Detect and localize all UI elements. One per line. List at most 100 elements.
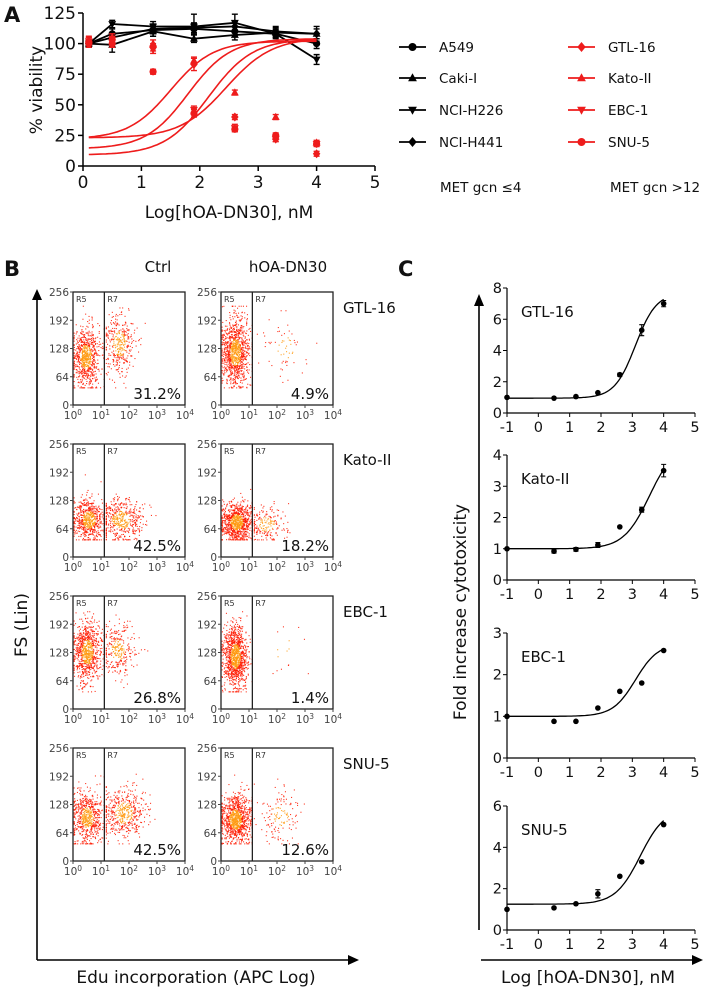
event-dot (228, 356, 230, 358)
event-dot (73, 641, 75, 643)
data-point (108, 40, 116, 48)
event-dot (238, 370, 240, 372)
event-dot (86, 657, 88, 659)
event-dot (86, 383, 88, 385)
event-dot (85, 353, 87, 355)
event-dot (232, 531, 234, 533)
event-dot (92, 345, 94, 347)
event-dot (226, 523, 228, 525)
event-dot (91, 387, 93, 389)
event-dot (73, 332, 75, 334)
event-dot (234, 533, 236, 535)
event-dot (98, 644, 100, 646)
event-dot (239, 527, 241, 529)
event-dot (75, 539, 77, 541)
event-dot (250, 505, 252, 507)
event-dot (224, 527, 226, 529)
event-dot (111, 520, 113, 522)
event-dot (246, 521, 248, 523)
event-dot (85, 512, 87, 514)
event-dot (112, 327, 114, 329)
event-dot (236, 350, 238, 352)
event-dot (233, 366, 235, 368)
event-dot (221, 330, 223, 332)
event-dot (231, 527, 233, 529)
event-dot (236, 365, 238, 367)
event-dot (85, 342, 87, 344)
event-dot (243, 519, 245, 521)
event-dot (108, 523, 110, 525)
event-dot (87, 349, 89, 351)
event-dot (256, 531, 258, 533)
event-dot (78, 372, 80, 374)
event-dot (107, 336, 109, 338)
event-dot (105, 373, 107, 375)
event-dot (225, 348, 227, 350)
event-dot (243, 533, 245, 535)
event-dot (123, 331, 125, 333)
event-dot (117, 524, 119, 526)
event-dot (89, 341, 91, 343)
event-dot (101, 354, 103, 356)
event-dot (241, 508, 243, 510)
event-dot (243, 341, 245, 343)
event-dot (124, 653, 126, 655)
event-dot (123, 358, 125, 360)
event-dot (238, 510, 240, 512)
event-dot (243, 528, 245, 530)
event-dot (87, 357, 89, 359)
x-tick-exponent: 1 (253, 408, 258, 417)
event-dot (91, 361, 93, 363)
event-dot (228, 351, 230, 353)
event-dot (77, 340, 79, 342)
event-dot (283, 523, 285, 525)
event-dot (80, 373, 82, 375)
event-dot (229, 524, 231, 526)
event-dot (221, 517, 223, 519)
event-dot (119, 536, 121, 538)
event-dot (83, 671, 85, 673)
event-dot (232, 316, 234, 318)
event-dot (236, 357, 238, 359)
event-dot (82, 342, 84, 344)
cell-line-label: Kato-II (343, 451, 391, 469)
event-dot (244, 368, 246, 370)
event-dot (89, 358, 91, 360)
event-dot (141, 529, 143, 531)
event-dot (248, 338, 250, 340)
event-dot (76, 644, 78, 646)
event-dot (284, 537, 286, 539)
event-dot (225, 320, 227, 322)
event-dot (231, 501, 233, 503)
event-dot (115, 493, 117, 495)
event-dot (235, 332, 237, 334)
event-dot (93, 360, 95, 362)
event-dot (136, 530, 138, 532)
event-dot (123, 344, 125, 346)
event-dot (233, 530, 235, 532)
event-dot (91, 362, 93, 364)
legend-item-nci-h441: NCI-H441 (399, 135, 503, 151)
event-dot (96, 363, 98, 365)
event-dot (256, 533, 258, 535)
event-dot (96, 536, 98, 538)
event-dot (117, 500, 119, 502)
event-dot (254, 538, 256, 540)
event-dot (221, 372, 223, 374)
event-dot (261, 532, 263, 534)
event-dot (134, 533, 136, 535)
event-dot (81, 351, 83, 353)
event-dot (83, 669, 85, 671)
event-dot (83, 510, 85, 512)
event-dot (84, 683, 86, 685)
event-dot (155, 515, 157, 517)
event-dot (124, 340, 126, 342)
event-dot (240, 348, 242, 350)
event-dot (242, 499, 244, 501)
event-dot (223, 349, 225, 351)
event-dot (245, 513, 247, 515)
event-dot (82, 354, 84, 356)
event-dot (117, 498, 119, 500)
event-dot (83, 372, 85, 374)
